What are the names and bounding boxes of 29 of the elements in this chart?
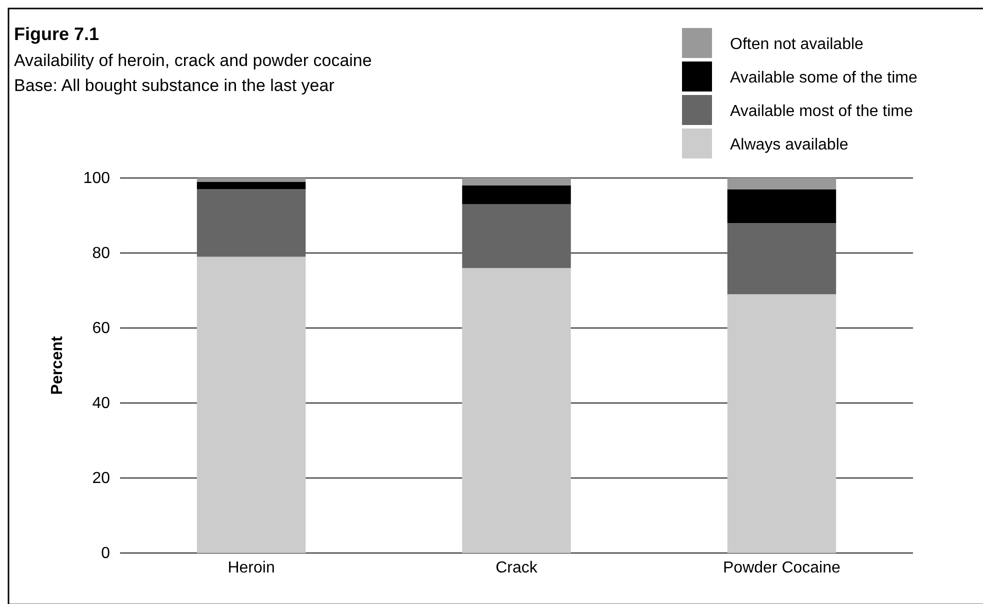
y-tick-label: 40: [92, 395, 110, 412]
y-tick-label: 100: [83, 170, 110, 188]
y-axis-title: Percent: [49, 335, 66, 395]
y-tick-label: 0: [101, 545, 110, 562]
bar: [196, 256, 306, 553]
bar: [462, 268, 571, 553]
bar: [462, 178, 571, 186]
bar: [727, 189, 836, 223]
bar: [196, 178, 306, 182]
legend-label: Often not available: [730, 36, 864, 53]
legend-label: Available some of the time: [730, 70, 918, 86]
y-tick-label: 80: [92, 245, 110, 262]
x-tick-label: Crack: [496, 559, 538, 576]
bar: [196, 182, 306, 190]
x-tick-label: Heroin: [228, 559, 275, 576]
y-tick-label: 60: [92, 320, 110, 338]
legend-label: Available most of the time: [730, 103, 914, 120]
chart-subtitle: Availability of heroin, crack and powder cocaine: [14, 51, 372, 70]
bar: [462, 186, 571, 204]
bar: [462, 204, 571, 268]
chart-title: Figure 7.1: [14, 24, 100, 44]
text: Base: All bought substance in the last year: [14, 76, 335, 95]
y-tick-label: 20: [92, 470, 110, 488]
bar: [727, 178, 836, 190]
legend-label: Always available: [730, 136, 848, 154]
bar: [727, 223, 836, 294]
bar: [196, 189, 306, 257]
bar: [727, 294, 836, 553]
x-tick-label: Powder Cocaine: [723, 559, 841, 576]
